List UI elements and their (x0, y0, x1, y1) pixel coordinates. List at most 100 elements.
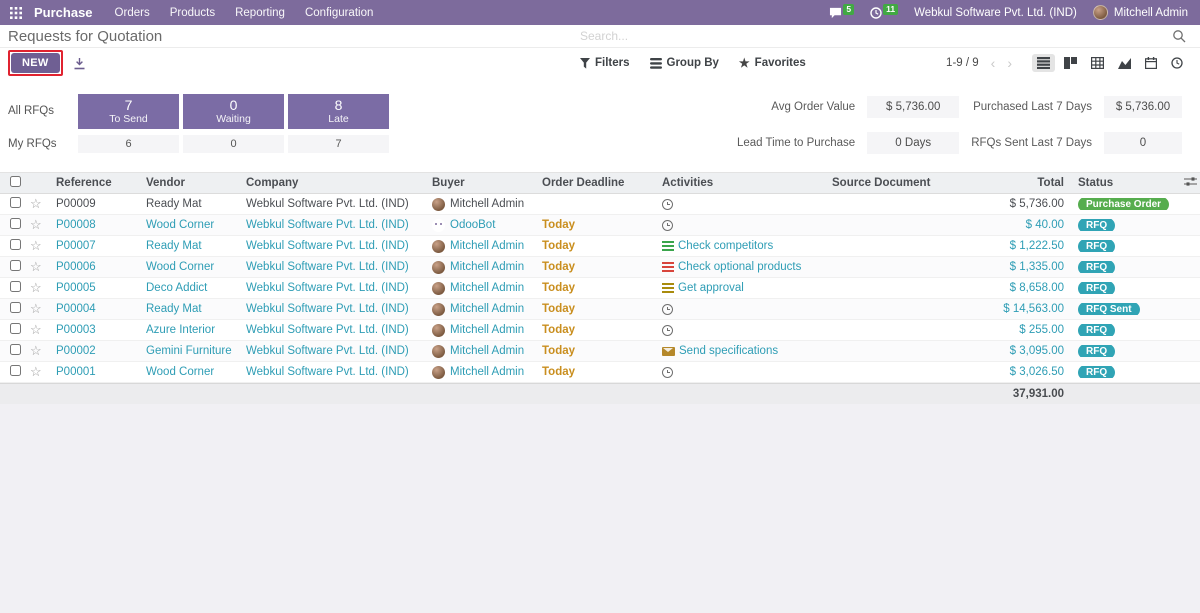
activity-view-button[interactable] (1166, 54, 1188, 72)
reference-cell[interactable]: P00006 (56, 261, 96, 273)
activities-cell[interactable] (662, 303, 832, 315)
buyer-cell[interactable]: Mitchell Admin (432, 344, 542, 358)
favorites-button[interactable]: ★ Favorites (738, 56, 806, 70)
my-late-value[interactable]: 7 (288, 134, 389, 153)
user-menu[interactable]: Mitchell Admin (1092, 5, 1188, 20)
table-row[interactable]: ☆ P00001 Wood Corner Webkul Software Pvt… (0, 362, 1200, 383)
vendor-cell[interactable]: Ready Mat (146, 303, 202, 315)
all-rfqs-label[interactable]: All RFQs (8, 105, 54, 117)
buyer-cell[interactable]: Mitchell Admin (432, 197, 542, 211)
menu-orders[interactable]: Orders (114, 6, 150, 19)
table-row[interactable]: ☆ P00004 Ready Mat Webkul Software Pvt. … (0, 299, 1200, 320)
table-row[interactable]: ☆ P00002 Gemini Furniture Webkul Softwar… (0, 341, 1200, 362)
activity-icon[interactable] (662, 219, 673, 231)
row-checkbox[interactable] (9, 218, 21, 229)
my-waiting-value[interactable]: 0 (183, 134, 284, 153)
activity-icon[interactable] (662, 283, 674, 285)
col-source-document[interactable]: Source Document (832, 177, 931, 189)
vendor-cell[interactable]: Ready Mat (146, 240, 202, 252)
search-input[interactable] (580, 29, 1172, 43)
reference-cell[interactable]: P00008 (56, 219, 96, 231)
buyer-cell[interactable]: Mitchell Admin (432, 260, 542, 274)
company-cell[interactable]: Webkul Software Pvt. Ltd. (IND) (246, 261, 409, 273)
graph-view-button[interactable] (1113, 54, 1136, 72)
vendor-cell[interactable]: Gemini Furniture (146, 345, 232, 357)
col-vendor[interactable]: Vendor (146, 177, 185, 189)
company-cell[interactable]: Webkul Software Pvt. Ltd. (IND) (246, 303, 409, 315)
activity-icon[interactable] (662, 324, 673, 336)
company-cell[interactable]: Webkul Software Pvt. Ltd. (IND) (246, 240, 409, 252)
favorite-star-icon[interactable]: ☆ (30, 301, 42, 316)
activity-icon[interactable] (662, 241, 674, 243)
search-icon[interactable] (1172, 29, 1186, 43)
row-checkbox[interactable] (9, 323, 21, 334)
company-cell[interactable]: Webkul Software Pvt. Ltd. (IND) (246, 198, 409, 210)
list-view-button[interactable] (1032, 54, 1055, 72)
col-order-deadline[interactable]: Order Deadline (542, 177, 625, 189)
col-total[interactable]: Total (1037, 177, 1064, 189)
activities-cell[interactable]: Check competitors (662, 240, 832, 252)
favorite-star-icon[interactable]: ☆ (30, 238, 42, 253)
reference-cell[interactable]: P00003 (56, 324, 96, 336)
buyer-cell[interactable]: Mitchell Admin (432, 239, 542, 253)
activities-button[interactable]: 11 (870, 3, 899, 19)
reference-cell[interactable]: P00005 (56, 282, 96, 294)
pivot-view-button[interactable] (1086, 54, 1109, 72)
col-reference[interactable]: Reference (56, 177, 112, 189)
row-checkbox[interactable] (9, 344, 21, 355)
activity-icon[interactable] (662, 366, 673, 378)
menu-configuration[interactable]: Configuration (304, 6, 374, 19)
filters-button[interactable]: Filters (580, 57, 630, 69)
row-checkbox[interactable] (9, 302, 21, 313)
activities-cell[interactable] (662, 198, 832, 210)
favorite-star-icon[interactable]: ☆ (30, 196, 42, 211)
company-cell[interactable]: Webkul Software Pvt. Ltd. (IND) (246, 366, 409, 378)
my-rfqs-label[interactable]: My RFQs (8, 137, 57, 150)
company-cell[interactable]: Webkul Software Pvt. Ltd. (IND) (246, 219, 409, 231)
messages-button[interactable]: 5 (829, 3, 855, 19)
row-checkbox[interactable] (9, 197, 21, 208)
activities-cell[interactable]: Check optional products (662, 261, 832, 273)
group-by-button[interactable]: Group By (649, 57, 719, 69)
activity-icon[interactable] (662, 303, 673, 315)
activities-cell[interactable] (662, 366, 832, 378)
company-switcher[interactable]: Webkul Software Pvt. Ltd. (IND) (914, 6, 1077, 19)
row-checkbox[interactable] (9, 365, 21, 376)
my-to-send-value[interactable]: 6 (78, 134, 179, 153)
reference-cell[interactable]: P00007 (56, 240, 96, 252)
apps-menu-icon[interactable] (10, 6, 22, 19)
vendor-cell[interactable]: Wood Corner (146, 219, 215, 231)
activities-cell[interactable]: Send specifications (662, 345, 832, 357)
pager-prev-icon[interactable]: ‹ (990, 55, 996, 71)
buyer-cell[interactable]: OdooBot (432, 218, 542, 232)
buyer-cell[interactable]: Mitchell Admin (432, 323, 542, 337)
reference-cell[interactable]: P00001 (56, 366, 96, 378)
buyer-cell[interactable]: Mitchell Admin (432, 302, 542, 316)
favorite-star-icon[interactable]: ☆ (30, 280, 42, 295)
vendor-cell[interactable]: Wood Corner (146, 366, 215, 378)
favorite-star-icon[interactable]: ☆ (30, 217, 42, 232)
activities-cell[interactable] (662, 324, 832, 336)
app-name[interactable]: Purchase (34, 5, 93, 20)
row-checkbox[interactable] (9, 260, 21, 271)
col-buyer[interactable]: Buyer (432, 177, 465, 189)
table-row[interactable]: ☆ P00005 Deco Addict Webkul Software Pvt… (0, 278, 1200, 299)
activities-cell[interactable]: Get approval (662, 282, 832, 294)
buyer-cell[interactable]: Mitchell Admin (432, 281, 542, 295)
reference-cell[interactable]: P00002 (56, 345, 96, 357)
favorite-star-icon[interactable]: ☆ (30, 364, 42, 379)
reference-cell[interactable]: P00004 (56, 303, 96, 315)
company-cell[interactable]: Webkul Software Pvt. Ltd. (IND) (246, 324, 409, 336)
calendar-view-button[interactable] (1140, 54, 1162, 72)
company-cell[interactable]: Webkul Software Pvt. Ltd. (IND) (246, 345, 409, 357)
stat-late[interactable]: 8 Late (288, 93, 389, 129)
col-status[interactable]: Status (1078, 177, 1114, 189)
download-icon[interactable] (73, 57, 86, 70)
table-row[interactable]: ☆ P00003 Azure Interior Webkul Software … (0, 320, 1200, 341)
table-row[interactable]: ☆ P00008 Wood Corner Webkul Software Pvt… (0, 215, 1200, 236)
menu-products[interactable]: Products (169, 6, 216, 19)
stat-waiting[interactable]: 0 Waiting (183, 93, 284, 129)
vendor-cell[interactable]: Azure Interior (146, 324, 216, 336)
col-activities[interactable]: Activities (662, 177, 714, 189)
favorite-star-icon[interactable]: ☆ (30, 259, 42, 274)
